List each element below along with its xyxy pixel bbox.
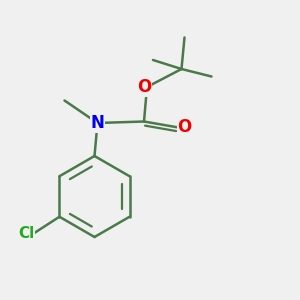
Text: O: O	[137, 78, 151, 96]
Text: N: N	[91, 114, 104, 132]
Text: O: O	[177, 118, 192, 136]
Text: Cl: Cl	[18, 226, 34, 241]
